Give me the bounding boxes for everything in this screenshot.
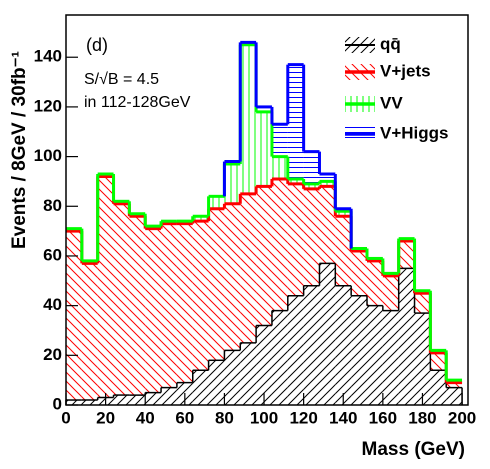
bar-segment [398, 241, 415, 269]
bar-segment [398, 268, 415, 405]
x-tick-label: 180 [408, 408, 436, 427]
bar-segment [319, 173, 336, 182]
bar-segment [287, 64, 304, 179]
bar-segment [113, 395, 130, 405]
x-tick-label: 120 [289, 408, 317, 427]
bar-segment [287, 295, 304, 405]
annotation: S/√B = 4.5 [84, 71, 159, 88]
plot-area [65, 40, 463, 405]
bar-segment [430, 370, 447, 405]
y-axis-label: Events / 8GeV / 30fb⁻¹ [9, 51, 30, 249]
bar-segment [208, 208, 225, 361]
bar-segment [192, 221, 209, 371]
bar-segment [271, 124, 288, 157]
bar-segment [303, 151, 320, 184]
legend-label: V+Higgs [380, 123, 449, 142]
bar-segment [446, 387, 463, 405]
bar-segment [287, 178, 304, 184]
bar-segment [319, 186, 336, 264]
bar-segment [113, 203, 130, 396]
bar-segment [161, 387, 177, 405]
bar-segment [145, 228, 162, 393]
bar-segment [367, 260, 383, 306]
legend-label: VV [380, 93, 403, 112]
y-tick-label: 80 [43, 196, 62, 215]
x-axis-label: Mass (GeV) [362, 439, 465, 460]
annotation: in 112-128GeV [84, 94, 191, 111]
bar-segment [271, 310, 288, 405]
y-tick-label: 60 [43, 245, 62, 264]
bar-segment [303, 188, 320, 286]
bar-segment [335, 211, 352, 217]
y-tick-label: 100 [34, 146, 62, 165]
bar-segment [240, 342, 257, 405]
bar-segment [319, 181, 336, 187]
x-tick-label: 200 [448, 408, 476, 427]
bar-segment [414, 313, 431, 405]
x-tick-label: 40 [136, 408, 155, 427]
x-tick-label: 140 [329, 408, 357, 427]
bar-segment [335, 216, 352, 286]
x-tick-label: 100 [250, 408, 278, 427]
bar-segment [240, 193, 257, 343]
annotation: (d) [86, 35, 108, 55]
bar-segment [351, 295, 368, 405]
bar-segment [224, 164, 241, 204]
bar-segment [335, 285, 352, 405]
bar-segment [208, 196, 225, 209]
x-tick-label: 80 [215, 408, 234, 427]
bar-segment [66, 231, 82, 401]
bar-segment [224, 203, 241, 351]
bar-segment [271, 178, 288, 311]
x-tick-label: 160 [369, 408, 397, 427]
y-tick-label: 20 [43, 345, 62, 364]
x-tick-label: 60 [175, 408, 194, 427]
bar-segment [367, 305, 383, 405]
legend-label: V+jets [380, 61, 431, 80]
bar-segment [256, 111, 272, 187]
bar-segment [446, 382, 463, 388]
bar-segment [81, 400, 98, 405]
bar-segment [256, 186, 272, 326]
bar-segment [161, 223, 177, 388]
bar-segment [382, 310, 399, 405]
bar-segment [192, 370, 209, 405]
bar-segment [303, 183, 320, 189]
bar-segment [303, 285, 320, 405]
bar-segment [414, 293, 431, 314]
bar-segment [256, 325, 272, 405]
bar-segment [81, 263, 98, 401]
bar-segment [351, 250, 368, 296]
bar-segment [66, 400, 82, 405]
plot-frame [65, 14, 469, 406]
bar-segment [97, 176, 114, 398]
bar-segment [129, 395, 146, 405]
bar-segment [382, 275, 399, 311]
bar-segment [256, 106, 272, 112]
y-tick-label: 120 [34, 96, 62, 115]
bar-segment [271, 156, 288, 179]
bar-segment [287, 183, 304, 296]
bar-segment [176, 223, 193, 383]
legend-label: qq̄ [380, 34, 401, 53]
y-tick-label: 140 [34, 47, 62, 66]
bar-segment [319, 263, 336, 405]
bar-segment [208, 360, 225, 405]
x-tick-label: 20 [96, 408, 115, 427]
y-tick-label: 40 [43, 295, 62, 314]
x-tick-label: 0 [61, 408, 70, 427]
bar-segment [430, 352, 447, 371]
bar-segment [145, 392, 162, 405]
bar-segment [192, 216, 209, 222]
y-tick-label: 0 [53, 394, 62, 413]
bar-segment [129, 216, 146, 396]
bar-segment [224, 350, 241, 405]
bar-segment [240, 44, 257, 194]
